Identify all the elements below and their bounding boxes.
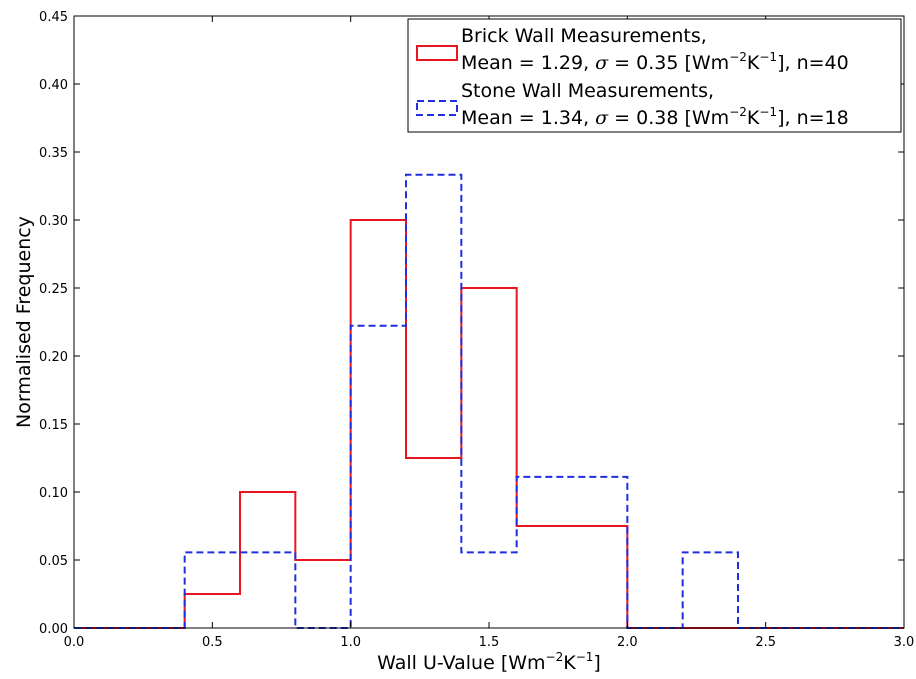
ticks-layer: 0.0 0.5 1.0 1.5 2.0 2.5 3.0 0.00 0.05 0.10 0.15 0.2… (39, 10, 914, 650)
x-tick-label: 3.0 (894, 635, 915, 650)
y-tick-label: 0.25 (39, 282, 68, 297)
legend-handle-1 (416, 45, 458, 61)
legend-label-line1: Brick Wall Measurements, (461, 25, 707, 47)
y-tick-label: 0.35 (39, 146, 68, 161)
y-tick-label: 0.05 (39, 554, 68, 569)
legend-label-line2: Mean = 1.34, σ = 0.38 [Wm−2K−1], n=18 (461, 105, 849, 129)
legend: Brick Wall Measurements, Mean = 1.29, σ =… (407, 18, 902, 133)
y-axis-label: Normalised Frequency (13, 216, 35, 428)
x-tick-label: 1.0 (340, 635, 361, 650)
y-tick-label: 0.30 (39, 214, 68, 229)
series-2-histogram-outline (74, 173, 904, 629)
x-tick-label: 2.0 (617, 635, 638, 650)
y-tick-label: 0.20 (39, 350, 68, 365)
x-tick-label: 1.5 (479, 635, 500, 650)
legend-label-line1: Stone Wall Measurements, (461, 80, 714, 102)
y-tick-label: 0.40 (39, 78, 68, 93)
series-layer (74, 173, 904, 629)
x-tick-label: 2.5 (755, 635, 776, 650)
y-tick-label: 0.10 (39, 486, 68, 501)
y-tick-label: 0.00 (39, 622, 68, 637)
legend-box (407, 18, 902, 133)
x-tick-label: 0.0 (64, 635, 85, 650)
y-tick-label: 0.15 (39, 418, 68, 433)
x-tick-label: 0.5 (202, 635, 223, 650)
legend-label-line2: Mean = 1.29, σ = 0.35 [Wm−2K−1], n=40 (461, 50, 849, 74)
legend-handle-2 (416, 100, 458, 116)
y-tick-label: 0.45 (39, 10, 68, 25)
series-1-histogram-outline (74, 219, 904, 629)
x-axis-label: Wall U-Value [Wm−2K−1] (377, 650, 601, 674)
